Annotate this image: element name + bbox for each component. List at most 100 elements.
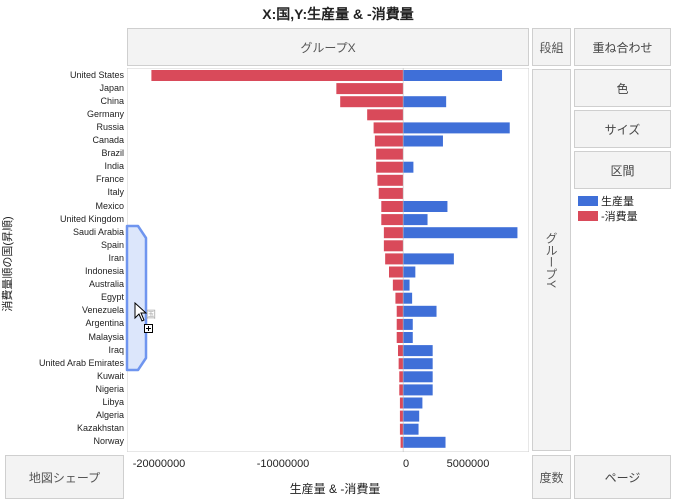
plot-area[interactable] (127, 68, 529, 452)
production-bar[interactable] (403, 253, 454, 265)
freq-label: 度数 (539, 470, 564, 485)
legend-label-production: 生産量 (601, 196, 634, 208)
legend-item-production: 生産量 (578, 193, 634, 209)
consumption-bar[interactable] (381, 201, 404, 212)
production-bar[interactable] (403, 292, 413, 304)
category-label: Canada (92, 135, 124, 145)
interval-zone[interactable]: 区間 (574, 151, 671, 189)
production-bar[interactable] (403, 70, 503, 81)
consumption-bar[interactable] (385, 253, 404, 265)
production-bar[interactable] (403, 358, 433, 370)
category-label: India (104, 161, 124, 172)
production-bar[interactable] (403, 201, 448, 212)
category-label: Egypt (100, 292, 124, 303)
interval-label: 区間 (610, 163, 635, 178)
consumption-bar[interactable] (392, 279, 404, 291)
production-bar[interactable] (403, 384, 433, 396)
consumption-bar[interactable] (336, 83, 404, 95)
consumption-bar[interactable] (396, 318, 404, 330)
x-tick-label: -20000000 (132, 458, 186, 470)
drag-cursor: 国 (134, 301, 164, 334)
consumption-bar[interactable] (377, 174, 404, 186)
drag-label: 国 (146, 310, 156, 321)
production-bar[interactable] (403, 214, 428, 226)
overlay-zone[interactable]: 重ね合わせ (574, 28, 671, 66)
freq-zone[interactable]: 度数 (532, 455, 571, 499)
category-label: Algeria (95, 410, 124, 421)
consumption-bar[interactable] (376, 148, 404, 160)
category-label: Kuwait (96, 370, 124, 381)
production-bar[interactable] (403, 96, 447, 108)
legend-label-consumption: -消費量 (601, 211, 638, 223)
group-y-zone[interactable]: グループY (532, 69, 571, 451)
page-label: ページ (604, 470, 641, 485)
consumption-bar[interactable] (396, 332, 404, 343)
consumption-bar[interactable] (373, 122, 404, 134)
category-label: Mexico (95, 200, 124, 211)
category-label: France (95, 174, 124, 185)
production-bar[interactable] (403, 279, 410, 291)
production-bar[interactable] (403, 227, 518, 239)
y-axis-label: 消費量順の国(昇順) (2, 216, 14, 312)
consumption-bar[interactable] (383, 240, 404, 252)
category-label: Germany (86, 108, 124, 119)
group-x-zone[interactable]: グループX (127, 28, 529, 66)
production-bar[interactable] (403, 423, 419, 435)
group-y-label: グループY (544, 231, 558, 288)
category-label: Japan (99, 82, 124, 93)
page-zone[interactable]: ページ (574, 455, 671, 499)
production-bar[interactable] (403, 318, 413, 330)
category-label: Australia (88, 279, 124, 290)
size-label: サイズ (604, 122, 641, 137)
map-shape-label: 地図シェープ (28, 470, 101, 485)
chart-title: X:国,Y:生産量 & -消費量 (262, 6, 414, 22)
category-label: Brazil (101, 148, 124, 159)
consumption-bar[interactable] (378, 187, 404, 199)
production-bar[interactable] (403, 135, 443, 147)
consumption-bar[interactable] (399, 423, 404, 435)
category-label: Indonesia (84, 266, 124, 276)
consumption-bar[interactable] (383, 227, 404, 239)
production-bar[interactable] (403, 266, 416, 278)
size-zone[interactable]: サイズ (574, 110, 671, 148)
category-label: United Arab Emirates (38, 357, 124, 368)
consumption-bar[interactable] (376, 161, 404, 173)
category-label: Libya (102, 397, 124, 407)
category-label: Italy (107, 187, 124, 198)
consumption-bar[interactable] (395, 292, 404, 304)
arrow-cursor-icon (134, 301, 148, 322)
legend-item-consumption: -消費量 (578, 208, 638, 224)
x-tick-label: 0 (402, 458, 410, 470)
consumption-bar[interactable] (340, 96, 404, 108)
consumption-bar[interactable] (389, 266, 404, 278)
production-bar[interactable] (403, 371, 433, 383)
consumption-bar[interactable] (367, 109, 404, 121)
production-bar[interactable] (403, 122, 510, 134)
color-zone[interactable]: 色 (574, 69, 671, 107)
consumption-bar[interactable] (400, 436, 404, 448)
production-bar[interactable] (403, 305, 437, 317)
category-label: Kazakhstan (76, 423, 124, 434)
consumption-bar[interactable] (151, 70, 404, 81)
consumption-bar[interactable] (374, 135, 404, 147)
wrap-zone[interactable]: 段組 (532, 28, 571, 66)
production-bar[interactable] (403, 436, 446, 448)
x-tick-label: -10000000 (256, 458, 310, 470)
production-bar[interactable] (403, 345, 433, 357)
category-label: United States (69, 69, 124, 80)
consumption-bar[interactable] (396, 305, 404, 317)
production-bar[interactable] (403, 397, 423, 409)
consumption-bar[interactable] (381, 214, 404, 226)
color-label: 色 (616, 81, 629, 96)
production-bar[interactable] (403, 332, 413, 343)
production-bar[interactable] (403, 410, 420, 422)
consumption-bar[interactable] (399, 397, 404, 409)
x-tick-label: 5000000 (446, 458, 490, 470)
consumption-bar[interactable] (399, 371, 404, 383)
consumption-bar[interactable] (397, 345, 404, 357)
map-shape-zone[interactable]: 地図シェープ (5, 455, 124, 499)
production-bar[interactable] (403, 161, 414, 173)
consumption-bar[interactable] (399, 410, 404, 422)
consumption-bar[interactable] (399, 384, 404, 396)
consumption-bar[interactable] (398, 358, 404, 370)
